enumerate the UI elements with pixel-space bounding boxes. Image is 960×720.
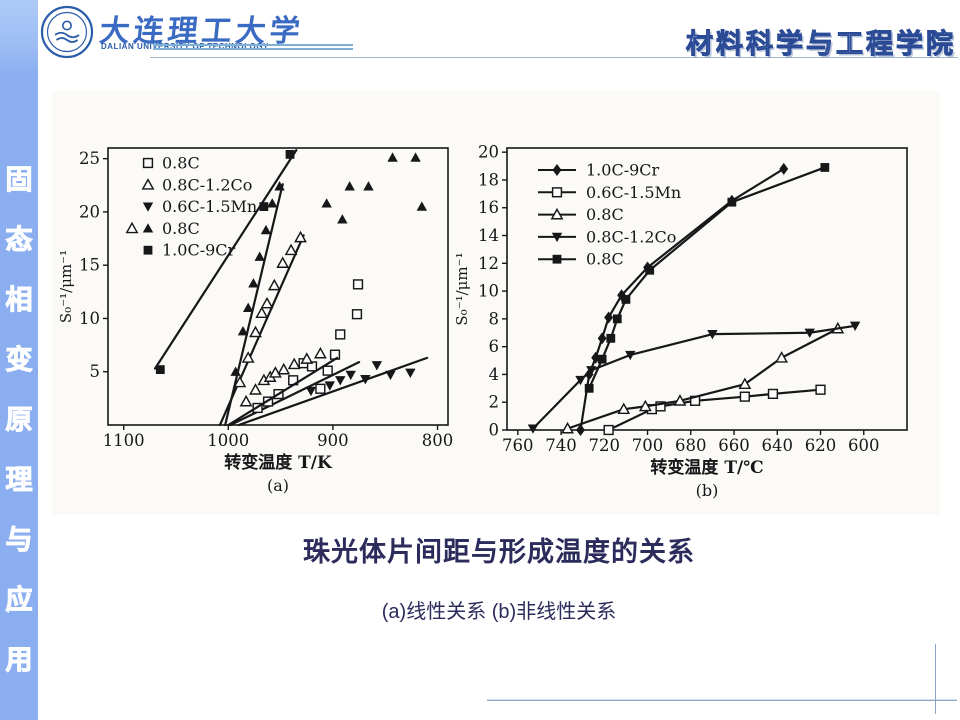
svg-text:0.6C-1.5Mn: 0.6C-1.5Mn	[586, 183, 681, 202]
svg-text:转变温度 T/℃: 转变温度 T/℃	[650, 457, 763, 478]
sidebar-char: 应	[5, 585, 33, 616]
caption-block: 珠光体片间距与形成温度的关系 (a)线性关系 (b)非线性关系	[38, 530, 960, 624]
svg-text:740: 740	[545, 436, 577, 455]
university-emblem-icon	[40, 5, 94, 59]
caption-title: 珠光体片间距与形成温度的关系	[303, 537, 695, 567]
svg-text:18: 18	[478, 170, 499, 189]
svg-text:1.0C-9Cr: 1.0C-9Cr	[162, 241, 236, 260]
svg-text:0.6C-1.5Mn: 0.6C-1.5Mn	[162, 197, 257, 216]
caption-subtitle: (a)线性关系 (b)非线性关系	[381, 601, 617, 623]
svg-text:600: 600	[848, 436, 880, 455]
svg-text:0.8C-1.2Co: 0.8C-1.2Co	[162, 175, 252, 194]
svg-text:15: 15	[79, 256, 100, 275]
header-rule-long	[150, 57, 958, 58]
svg-text:680: 680	[675, 436, 707, 455]
svg-text:(b): (b)	[696, 481, 719, 500]
svg-text:700: 700	[632, 436, 664, 455]
svg-text:660: 660	[718, 436, 750, 455]
sidebar-char: 固	[5, 165, 33, 196]
svg-text:20: 20	[79, 202, 100, 221]
svg-text:640: 640	[762, 436, 794, 455]
sidebar-char: 理	[5, 465, 33, 496]
footer-rule-vertical	[935, 644, 936, 714]
svg-text:1000: 1000	[207, 431, 249, 450]
university-name-en: DALIAN UNIVERSITY OF TECHNOLOGY	[101, 42, 269, 51]
figure-scan-background	[52, 90, 940, 515]
header-rule-double-top	[153, 44, 353, 46]
header-rule-double-bottom	[153, 48, 353, 50]
svg-text:0.8C: 0.8C	[162, 154, 200, 173]
svg-text:760: 760	[502, 436, 533, 455]
svg-text:4: 4	[489, 365, 500, 384]
sidebar-char: 态	[5, 225, 33, 256]
svg-text:2: 2	[489, 393, 500, 412]
svg-text:1.0C-9Cr: 1.0C-9Cr	[586, 161, 660, 180]
chart-b-nonlinear: 760 740 720 700 680 660 640 620 600 0 2 4 6 8 10 12 14 16…	[453, 143, 908, 500]
svg-text:14: 14	[478, 226, 499, 245]
svg-text:5: 5	[90, 362, 101, 381]
svg-text:900: 900	[317, 431, 349, 450]
svg-text:0.8C: 0.8C	[586, 205, 624, 224]
svg-text:转变温度 T/K: 转变温度 T/K	[224, 452, 333, 473]
course-title-vertical: 固态相变原理与应用	[0, 158, 38, 677]
sidebar-char: 与	[5, 525, 33, 556]
svg-text:0.8C: 0.8C	[586, 250, 624, 269]
sidebar-char: 相	[5, 285, 33, 316]
svg-text:1100: 1100	[103, 431, 145, 450]
svg-text:(a): (a)	[267, 476, 289, 495]
svg-text:10: 10	[478, 282, 499, 301]
svg-text:800: 800	[422, 431, 454, 450]
sidebar-char: 用	[5, 645, 33, 676]
sidebar-char: 变	[5, 345, 33, 376]
svg-text:0.8C: 0.8C	[162, 219, 200, 238]
svg-text:12: 12	[478, 254, 499, 273]
svg-text:6: 6	[489, 337, 500, 356]
svg-text:10: 10	[79, 309, 100, 328]
footer-rule-horizontal	[487, 700, 957, 701]
chart-a-linear: 1100 1000 900 800 5 10 15 20 25 转变温度 T/K (a) S₀⁻¹/μ…	[58, 147, 454, 495]
svg-text:25: 25	[79, 149, 100, 168]
sidebar: 固态相变原理与应用	[0, 0, 38, 720]
svg-text:720: 720	[589, 436, 621, 455]
svg-text:20: 20	[478, 143, 499, 162]
svg-text:620: 620	[805, 436, 837, 455]
department-title: 材料科学与工程学院	[686, 29, 956, 60]
svg-text:S₀⁻¹/μm⁻¹: S₀⁻¹/μm⁻¹	[58, 250, 75, 323]
svg-text:S₀⁻¹/μm⁻¹: S₀⁻¹/μm⁻¹	[453, 252, 471, 325]
svg-text:16: 16	[478, 198, 499, 217]
svg-text:0: 0	[489, 421, 500, 440]
sidebar-char: 原	[5, 405, 33, 436]
svg-text:0.8C-1.2Co: 0.8C-1.2Co	[586, 227, 676, 246]
svg-text:8: 8	[489, 309, 500, 328]
